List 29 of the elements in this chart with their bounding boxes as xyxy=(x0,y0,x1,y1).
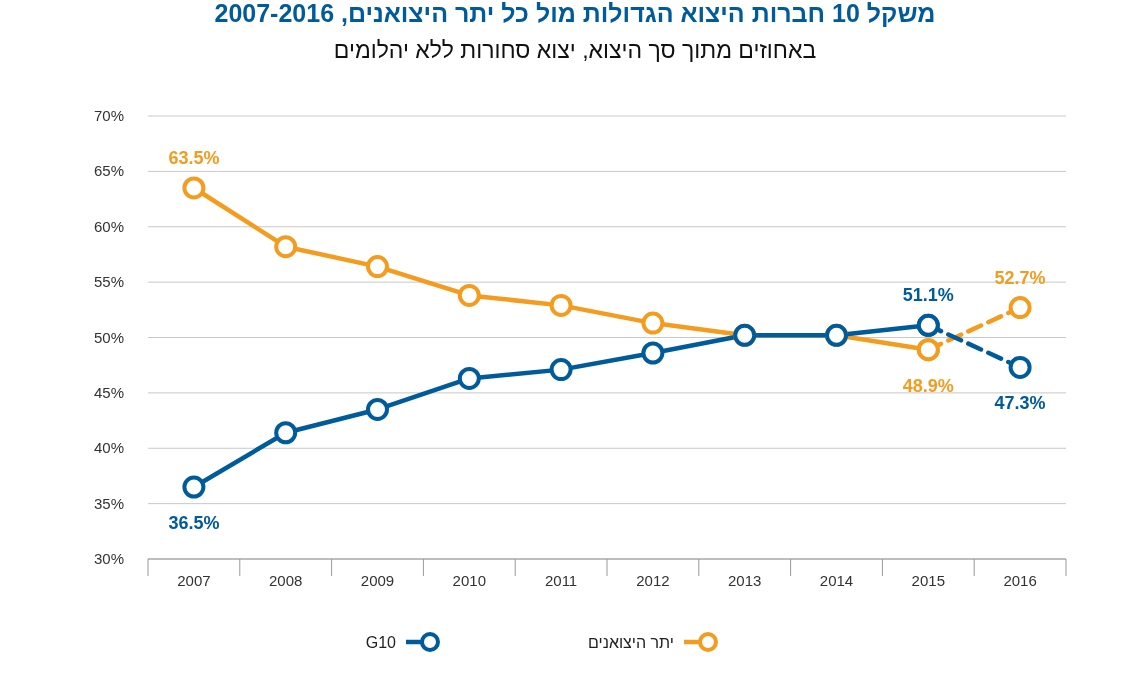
x-tick-label: 2014 xyxy=(819,572,854,589)
x-tick-label: 2016 xyxy=(1003,572,1037,589)
chart-subtitle: באחוזים מתוך סך היצוא, יצוא סחורות ללא יהלומים xyxy=(333,37,817,63)
data-label: 47.3% xyxy=(994,393,1046,414)
data-label: 36.5% xyxy=(168,513,220,534)
y-tick-label: 70% xyxy=(93,107,124,124)
data-label: 51.1% xyxy=(902,285,954,306)
x-tick-label: 2011 xyxy=(544,572,578,589)
x-tick-label: 2013 xyxy=(728,572,762,589)
y-tick-label: 35% xyxy=(93,494,124,512)
y-tick-label: 40% xyxy=(93,439,124,457)
x-tick-label: 2010 xyxy=(452,572,486,589)
legend-label: G10 xyxy=(365,634,397,651)
data-label: 63.5% xyxy=(168,147,220,168)
y-tick-label: 65% xyxy=(93,162,124,180)
data-label: 52.7% xyxy=(994,267,1046,288)
y-tick-label: 45% xyxy=(93,383,124,401)
y-tick-label: 60% xyxy=(93,217,124,235)
chart-title: משקל 10 חברות היצוא הגדולות מול כל יתר היצואנים, 2007-2016 xyxy=(214,0,936,27)
y-tick-label: 55% xyxy=(93,273,124,291)
x-tick-label: 2015 xyxy=(911,572,945,589)
x-tick-label: 2008 xyxy=(269,572,303,589)
data-label: 48.9% xyxy=(902,375,954,396)
x-tick-label: 2009 xyxy=(360,572,395,589)
y-tick-label: 30% xyxy=(93,550,124,567)
x-tick-label: 2007 xyxy=(177,572,211,589)
x-tick-label: 2012 xyxy=(636,572,670,589)
y-tick-label: 50% xyxy=(93,328,124,346)
legend-label: יתר היצואנים xyxy=(587,634,674,651)
